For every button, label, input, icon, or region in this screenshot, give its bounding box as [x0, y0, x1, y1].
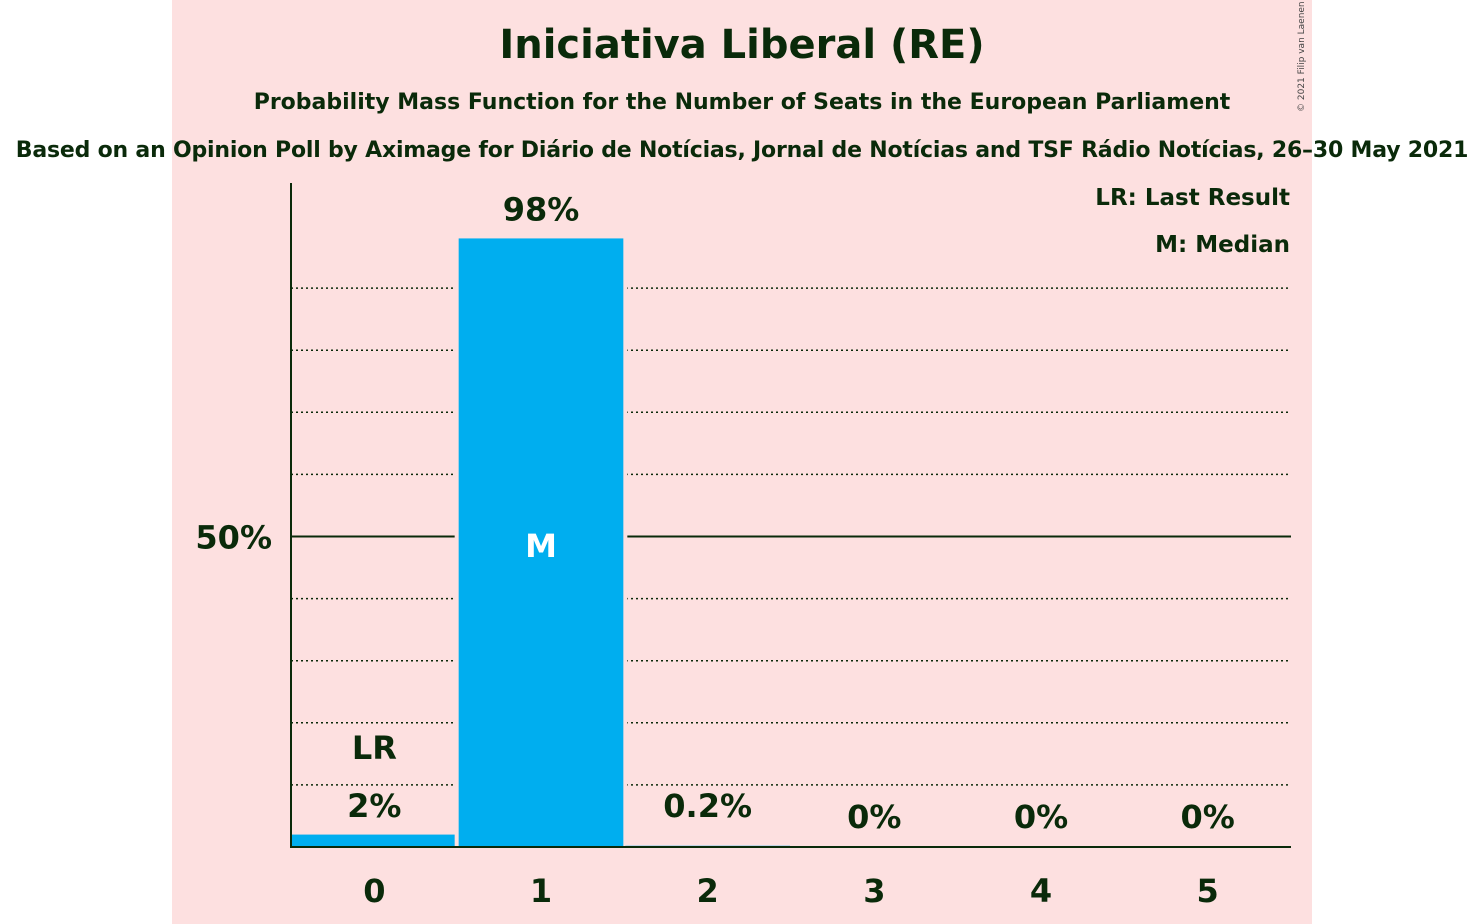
x-tick-label: 4 — [1030, 872, 1052, 910]
legend-last-result: LR: Last Result — [1095, 185, 1290, 211]
chart-source: Based on an Opinion Poll by Aximage for … — [15, 138, 1469, 163]
x-tick-label: 2 — [697, 872, 719, 910]
x-tick-label: 3 — [863, 872, 885, 910]
y-tick-label: 50% — [195, 519, 272, 557]
chart-title: Iniciativa Liberal (RE) — [499, 22, 985, 68]
legend-median: M: Median — [1155, 232, 1290, 258]
data-label: 98% — [503, 190, 580, 228]
chart-background — [172, 0, 1312, 924]
median-marker: M — [525, 527, 557, 565]
data-label: 0% — [1181, 798, 1235, 836]
data-label: 0.2% — [663, 787, 752, 825]
x-tick-label: 1 — [530, 872, 552, 910]
data-label: 0% — [1014, 798, 1068, 836]
bar — [292, 834, 457, 847]
x-tick-label: 0 — [363, 872, 385, 910]
data-label: 2% — [347, 787, 401, 825]
data-label: 0% — [847, 798, 901, 836]
bar — [458, 238, 624, 848]
last-result-marker: LR — [352, 729, 397, 767]
x-tick-label: 5 — [1197, 872, 1219, 910]
chart-subtitle: Probability Mass Function for the Number… — [253, 90, 1231, 115]
